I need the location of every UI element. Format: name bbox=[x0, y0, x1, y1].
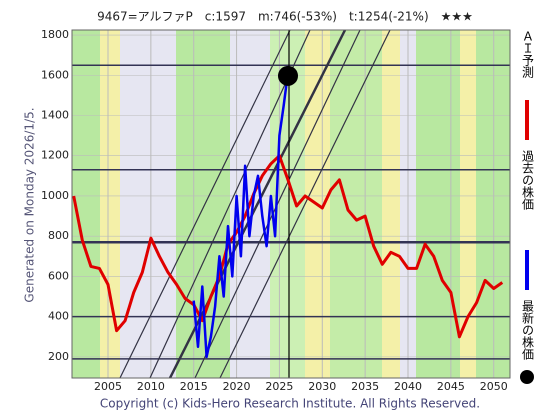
x-tick-label: 2015 bbox=[180, 380, 208, 393]
legend-label: 過去の株価 bbox=[521, 150, 535, 210]
y-tick-label: 1400 bbox=[41, 108, 69, 121]
plot-frame bbox=[71, 29, 511, 379]
x-tick-label: 2030 bbox=[308, 380, 336, 393]
forecast-line bbox=[72, 154, 504, 339]
y-tick-label: 1000 bbox=[41, 189, 69, 202]
legend-swatch bbox=[520, 370, 534, 384]
x-tick-label: 2035 bbox=[351, 380, 379, 393]
x-tick-label: 2025 bbox=[265, 380, 293, 393]
y-tick-label: 1800 bbox=[41, 28, 69, 41]
footer: Copyright (c) Kids-Hero Research Institu… bbox=[100, 397, 480, 411]
y-tick-label: 200 bbox=[48, 350, 69, 363]
y-tick-label: 800 bbox=[48, 229, 69, 242]
x-tick-label: 2050 bbox=[480, 380, 508, 393]
y-tick-label: 1200 bbox=[41, 149, 69, 162]
latest-price bbox=[278, 65, 298, 86]
legend-label: ＡＩ予測 bbox=[521, 30, 535, 79]
x-tick-label: 2005 bbox=[94, 380, 122, 393]
x-tick-label: 2040 bbox=[394, 380, 422, 393]
price-line bbox=[192, 75, 290, 359]
legend-label: 最新の株価 bbox=[521, 300, 535, 360]
x-tick-label: 2020 bbox=[223, 380, 251, 393]
x-tick-label: 2045 bbox=[437, 380, 465, 393]
grid bbox=[72, 30, 510, 378]
y-tick-label: 400 bbox=[48, 310, 69, 323]
y-tick-label: 600 bbox=[48, 269, 69, 282]
y-tick-label: 1600 bbox=[41, 68, 69, 81]
chart-title: 9467=アルファP c:1597 m:746(-53%) t:1254(-21… bbox=[97, 10, 473, 24]
x-tick-label: 2010 bbox=[137, 380, 165, 393]
side-note: Generated on Monday 2026/1/5. bbox=[23, 107, 37, 302]
plot bbox=[72, 65, 504, 359]
